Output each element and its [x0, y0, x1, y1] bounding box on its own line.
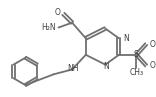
Text: O: O: [150, 40, 156, 49]
Text: N: N: [103, 62, 109, 71]
Text: O: O: [55, 8, 60, 17]
Text: O: O: [150, 61, 156, 70]
Text: N: N: [123, 34, 129, 43]
Text: H₂N: H₂N: [41, 23, 56, 32]
Text: CH₃: CH₃: [129, 68, 144, 77]
Text: S: S: [134, 50, 139, 59]
Text: NH: NH: [67, 64, 79, 73]
